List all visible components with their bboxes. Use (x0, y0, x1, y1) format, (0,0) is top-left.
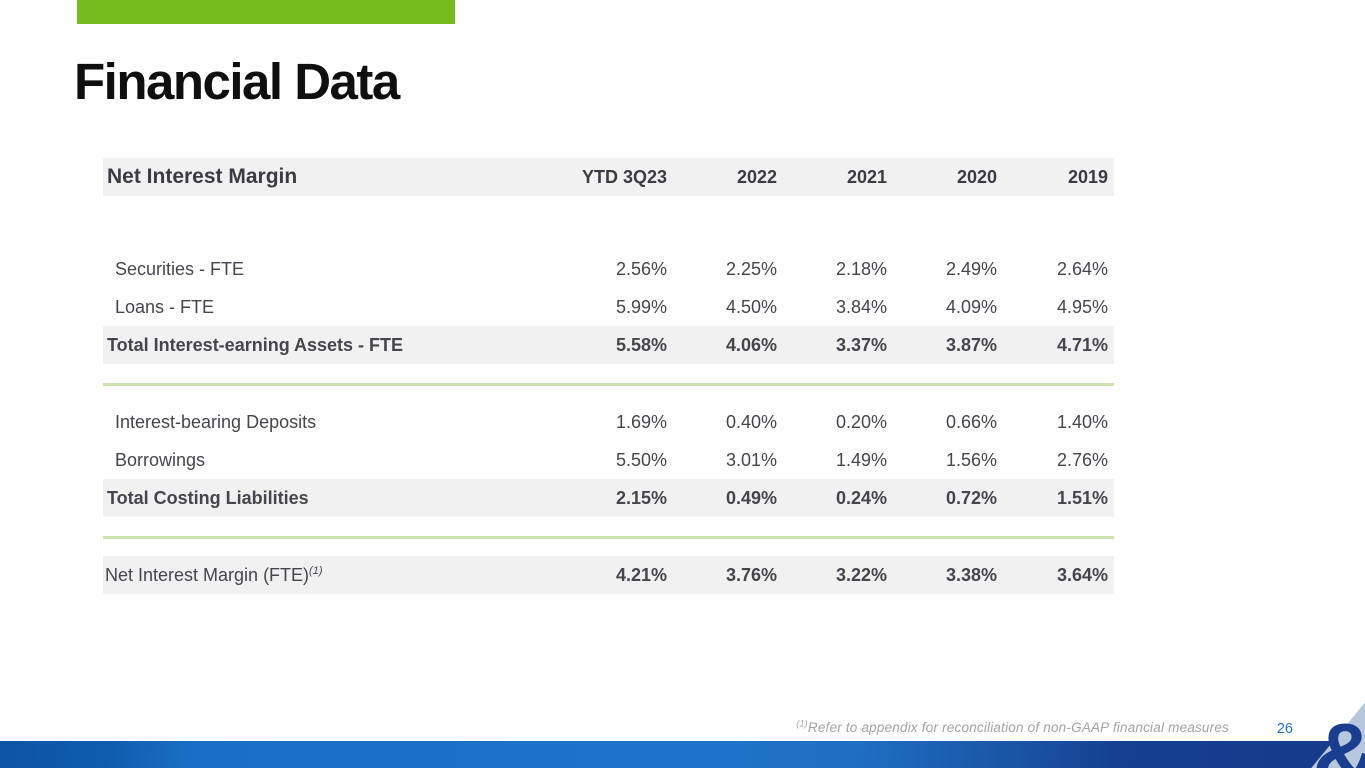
row-value: 0.72% (945, 487, 997, 508)
bottom-bar (0, 741, 1365, 768)
row-value: 3.22% (835, 564, 887, 585)
row-value: 4.21% (615, 564, 667, 585)
row-value: 2.49% (945, 258, 997, 279)
row-value: 0.49% (725, 487, 777, 508)
row-value: 4.71% (1056, 334, 1108, 355)
page-title: Financial Data (74, 53, 400, 110)
row-value: 0.20% (835, 411, 887, 432)
column-header: 2019 (1067, 166, 1108, 187)
row-value: 2.18% (835, 258, 887, 279)
row-value: 3.37% (835, 334, 887, 355)
row-value: 3.84% (835, 296, 887, 317)
table-row: Borrowings 5.50% 3.01% 1.49% 1.56% 2.76% (103, 441, 1114, 479)
row-value: 1.49% (835, 449, 887, 470)
table-row: Loans - FTE 5.99% 4.50% 3.84% 4.09% 4.95% (103, 288, 1114, 326)
table-row: Interest-bearing Deposits 1.69% 0.40% 0.20%… (103, 403, 1114, 441)
page-number: 26 (1276, 721, 1293, 737)
row-value: 5.50% (615, 449, 667, 470)
footnote-marker: (1) (796, 718, 808, 729)
row-value: 1.51% (1056, 487, 1108, 508)
row-label: Securities - FTE (115, 258, 245, 279)
row-value: 2.15% (615, 487, 667, 508)
footnote: (1)Refer to appendix for reconciliation … (796, 718, 1229, 735)
table-body: Securities - FTE 2.56% 2.25% 2.18% 2.49% 2.64… (103, 250, 1114, 594)
row-value: 1.69% (615, 411, 667, 432)
row-label: Total Interest-earning Assets - FTE (107, 334, 404, 355)
row-value: 4.06% (725, 334, 777, 355)
row-label: Interest-bearing Deposits (115, 411, 317, 432)
row-label: Borrowings (115, 449, 206, 470)
ampersand-logo: & (1277, 688, 1365, 768)
row-value: 3.76% (725, 564, 777, 585)
table-row: Net Interest Margin (FTE)(1) 4.21% 3.76% 3.… (103, 556, 1114, 594)
row-value: 0.40% (725, 411, 777, 432)
table-title: Net Interest Margin (107, 165, 298, 188)
column-header: 2022 (736, 166, 777, 187)
table-row: Total Interest-earning Assets - FTE 5.58%… (103, 326, 1114, 364)
column-header: YTD 3Q23 (581, 166, 667, 187)
row-value: 3.38% (945, 564, 997, 585)
row-value: 0.66% (945, 411, 997, 432)
column-header: 2021 (846, 166, 887, 187)
table-header-row: Net Interest Margin YTD 3Q23 2022 2021 2… (103, 158, 1114, 196)
row-value: 1.56% (945, 449, 997, 470)
accent-bar (77, 0, 455, 24)
net-interest-margin-table: Net Interest Margin YTD 3Q23 2022 2021 2… (103, 158, 1114, 594)
row-value: 2.56% (615, 258, 667, 279)
green-divider (103, 536, 1114, 539)
row-value: 0.24% (835, 487, 887, 508)
table-row: Securities - FTE 2.56% 2.25% 2.18% 2.49% 2.64… (103, 250, 1114, 288)
green-divider (103, 383, 1114, 386)
table-row: Total Costing Liabilities 2.15% 0.49% 0.24%… (103, 479, 1114, 517)
row-label: Total Costing Liabilities (107, 487, 309, 508)
column-header: 2020 (956, 166, 997, 187)
row-value: 3.01% (725, 449, 777, 470)
row-value: 3.87% (945, 334, 997, 355)
row-value: 2.25% (725, 258, 777, 279)
row-value: 3.64% (1056, 564, 1108, 585)
footnote-text: Refer to appendix for reconciliation of … (807, 720, 1229, 735)
row-value: 2.64% (1056, 258, 1108, 279)
row-value: 4.50% (725, 296, 777, 317)
row-value: 2.76% (1056, 449, 1108, 470)
row-value: 5.58% (615, 334, 667, 355)
row-value: 4.95% (1056, 296, 1108, 317)
row-label: Loans - FTE (115, 296, 215, 317)
row-label: Net Interest Margin (FTE)(1) (105, 564, 323, 585)
footnote-ref: (1) (309, 564, 323, 577)
row-value: 1.40% (1056, 411, 1108, 432)
row-value: 4.09% (945, 296, 997, 317)
row-value: 5.99% (615, 296, 667, 317)
ampersand-glyph: & (1313, 710, 1365, 768)
